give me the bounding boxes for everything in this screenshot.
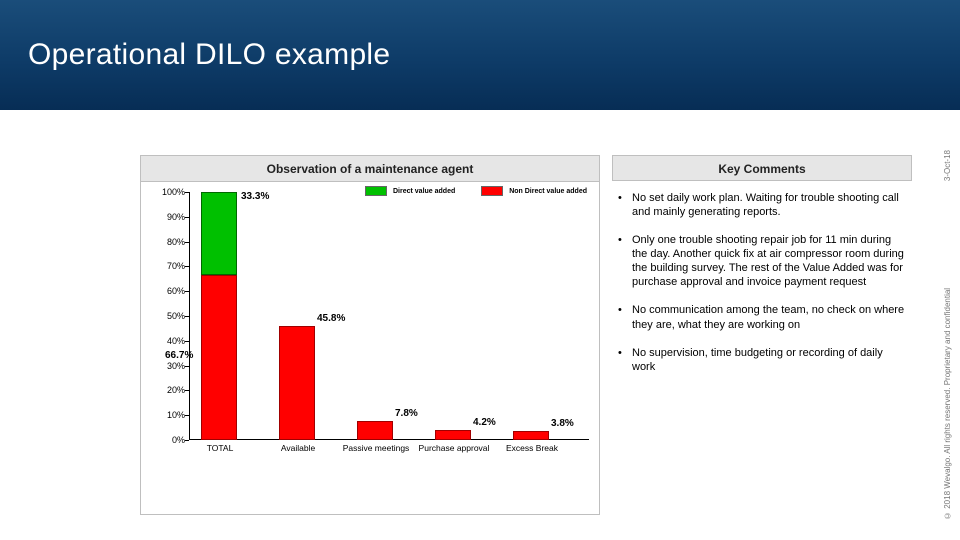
comment-text: Only one trouble shooting repair job for… (632, 233, 906, 289)
slide-title: Operational DILO example (28, 38, 390, 72)
chart-title: Observation of a maintenance agent (141, 156, 599, 182)
bar-value-label: 4.2% (473, 417, 496, 428)
content-area: Observation of a maintenance agent Direc… (140, 155, 920, 515)
bar-segment-ndva (357, 421, 393, 440)
chart-area: Direct value added Non Direct value adde… (141, 182, 599, 484)
y-tick-label: 60% (147, 286, 185, 296)
comment-item: •No supervision, time budgeting or recor… (618, 346, 906, 374)
y-tick-label: 10% (147, 410, 185, 420)
y-tick-label: 100% (147, 187, 185, 197)
y-tick-label: 20% (147, 385, 185, 395)
y-axis (189, 192, 190, 440)
comments-title: Key Comments (612, 155, 912, 181)
comment-item: •No set daily work plan. Waiting for tro… (618, 191, 906, 219)
bar-segment-ndva (279, 326, 315, 440)
y-tick-label: 90% (147, 212, 185, 222)
bar-value-label: 66.7% (165, 350, 193, 361)
x-tick-label: Passive meetings (337, 444, 415, 454)
side-copyright: © 2018 Wevalgo. All rights reserved. Pro… (943, 220, 952, 520)
side-date: 3-Oct-18 (943, 150, 952, 181)
y-tick-label: 70% (147, 261, 185, 271)
y-tick-label: 50% (147, 311, 185, 321)
comments-panel: Key Comments •No set daily work plan. Wa… (612, 155, 912, 515)
bullet-icon: • (618, 303, 632, 331)
comment-text: No supervision, time budgeting or record… (632, 346, 906, 374)
chart-panel: Observation of a maintenance agent Direc… (140, 155, 600, 515)
bar-segment-dva (201, 192, 237, 275)
x-tick-label: Available (259, 444, 337, 454)
comments-list: •No set daily work plan. Waiting for tro… (612, 181, 912, 374)
comment-text: No communication among the team, no chec… (632, 303, 906, 331)
bar-value-label: 7.8% (395, 408, 418, 419)
comment-item: •No communication among the team, no che… (618, 303, 906, 331)
bar-value-label: 33.3% (241, 191, 269, 202)
y-tick-label: 0% (147, 435, 185, 445)
bar-value-label: 3.8% (551, 418, 574, 429)
comment-item: •Only one trouble shooting repair job fo… (618, 233, 906, 289)
x-tick-label: Excess Break (493, 444, 571, 454)
slide-root: Operational DILO example 3-Oct-18 © 2018… (0, 0, 960, 540)
bullet-icon: • (618, 191, 632, 219)
bullet-icon: • (618, 346, 632, 374)
title-band: Operational DILO example (0, 0, 960, 110)
chart-plot: 0%10%20%30%40%50%60%70%80%90%100%66.7%33… (189, 192, 589, 440)
x-tick-label: Purchase approval (415, 444, 493, 454)
x-tick-label: TOTAL (181, 444, 259, 454)
bullet-icon: • (618, 233, 632, 289)
bar-segment-ndva (201, 275, 237, 440)
comment-text: No set daily work plan. Waiting for trou… (632, 191, 906, 219)
bar-segment-ndva (513, 431, 549, 440)
bar-value-label: 45.8% (317, 313, 345, 324)
y-tick-label: 40% (147, 336, 185, 346)
bar-segment-ndva (435, 430, 471, 440)
y-tick-label: 80% (147, 237, 185, 247)
y-tick-label: 30% (147, 361, 185, 371)
